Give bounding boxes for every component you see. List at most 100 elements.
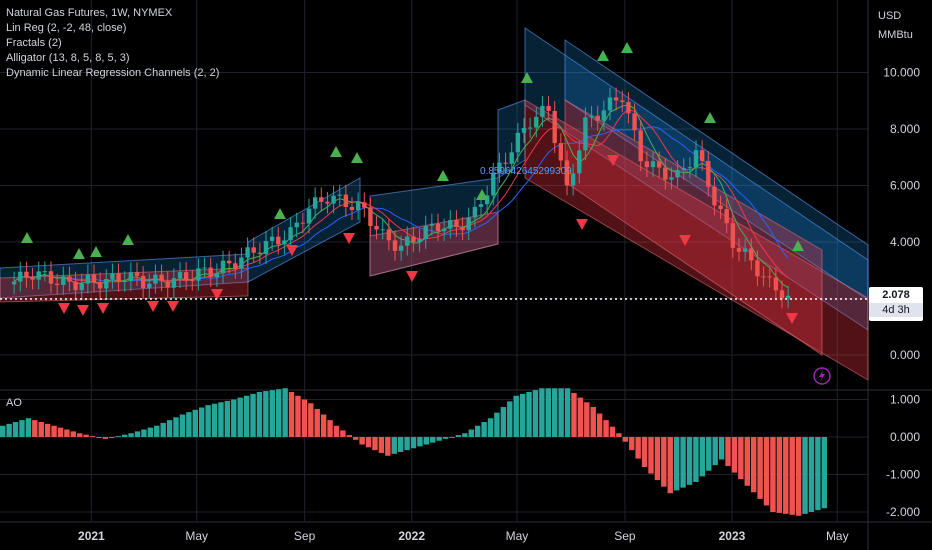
ao-bar [70,431,77,437]
ao-bar [648,437,654,474]
price-tick-label: 0.000 [890,348,920,362]
ao-bar [513,395,519,437]
fractal-up-marker [330,146,342,157]
ao-tick-label: 0.000 [890,430,920,444]
ao-bar [519,393,526,437]
ao-bar [654,437,661,481]
candle-body [595,115,600,121]
currency-code: USD [878,10,902,22]
candle-body [405,236,410,246]
fractal-down-marker [167,301,179,312]
regression-channel-lower [369,211,499,277]
ao-bar [802,437,808,514]
ao-bar [109,437,115,438]
ao-bar [121,434,128,437]
candle-body [24,271,29,278]
fractal-down-marker [679,235,691,246]
legend-indicator-alligator[interactable]: Alligator (13, 8, 5, 8, 5, 3) [6,52,130,64]
legend-indicator-channels[interactable]: Dynamic Linear Regression Channels (2, 2… [6,67,220,79]
time-tick-label: May [185,529,208,543]
ao-pane-label[interactable]: AO [6,397,22,409]
ao-bar [12,422,19,437]
ao-bar [224,400,231,437]
ao-bar [500,407,507,437]
price-tick-label: 8.000 [890,122,920,136]
candle-body [147,283,152,288]
candle-body [779,290,785,299]
candle-body [208,267,213,278]
ao-bar [487,418,494,437]
lightning-icon[interactable] [813,367,831,385]
candle-body [785,295,791,299]
ao-bar [635,437,641,459]
candle-body [159,274,164,282]
price-tick-label: 6.000 [890,179,920,193]
ao-bar [0,425,6,437]
fractal-markers [21,42,804,324]
candle-body [441,228,447,232]
candle-body [454,220,459,228]
candle-body [712,186,717,206]
candle-body [116,273,121,282]
candle-body [527,127,533,129]
candle-body [134,272,140,276]
legend-title[interactable]: Natural Gas Futures, 1W, NYMEX [6,7,173,19]
ao-bar [44,423,51,437]
time-tick-label: May [826,529,849,543]
ao-bar [102,437,109,439]
ao-bar [417,437,423,447]
chart-legend: Natural Gas Futures, 1W, NYMEX Lin Reg (… [6,6,219,81]
candle-body [67,276,72,282]
ao-bar [173,417,179,437]
candle-body [632,113,637,131]
ao-bar [667,437,673,494]
candle-body [558,143,564,161]
candle-body [773,277,779,291]
ao-bar [558,388,564,437]
ao-bar [340,430,346,437]
ao-bar [211,403,218,437]
ao-bar [231,399,237,437]
candle-body [417,239,422,242]
ao-bar [198,407,205,437]
candle-body [239,257,244,269]
ao-bar [19,420,25,437]
candle-body [36,271,41,280]
ao-bar [641,437,648,467]
ao-bar [783,437,789,514]
ao-bar [147,427,154,437]
legend-indicator-fractals[interactable]: Fractals (2) [6,37,62,49]
candle-body [183,272,189,281]
candle-body [288,227,293,241]
candle-body [736,247,742,252]
ao-bar [795,437,802,516]
fractal-up-marker [21,232,33,243]
ao-bar [353,437,359,440]
price-tick-label: 10.000 [883,66,920,80]
ao-bar [789,437,795,515]
price-tick-label: 4.000 [890,235,920,249]
ao-bar [276,389,282,437]
fractal-down-marker [147,301,159,312]
legend-indicator-linreg[interactable]: Lin Reg (2, -2, 48, close) [6,22,127,34]
ao-bar [179,414,186,437]
currency-label[interactable]: USD MMBtu [878,7,913,45]
ao-bar [391,437,397,454]
candle-body [79,283,84,291]
candle-body [644,161,650,168]
candle-body [300,222,306,224]
ao-bar [731,437,738,473]
ao-bar [584,402,590,437]
ao-bar [25,418,32,437]
candle-body [478,204,484,207]
candle-body [104,279,109,289]
ao-bar [243,395,250,437]
ao-bar [205,405,211,437]
candle-body [30,277,35,280]
time-tick-label: May [506,529,529,543]
ao-bar [430,437,436,443]
candle-body [767,276,772,278]
fractal-up-marker [476,189,488,200]
candle-body [607,97,613,111]
